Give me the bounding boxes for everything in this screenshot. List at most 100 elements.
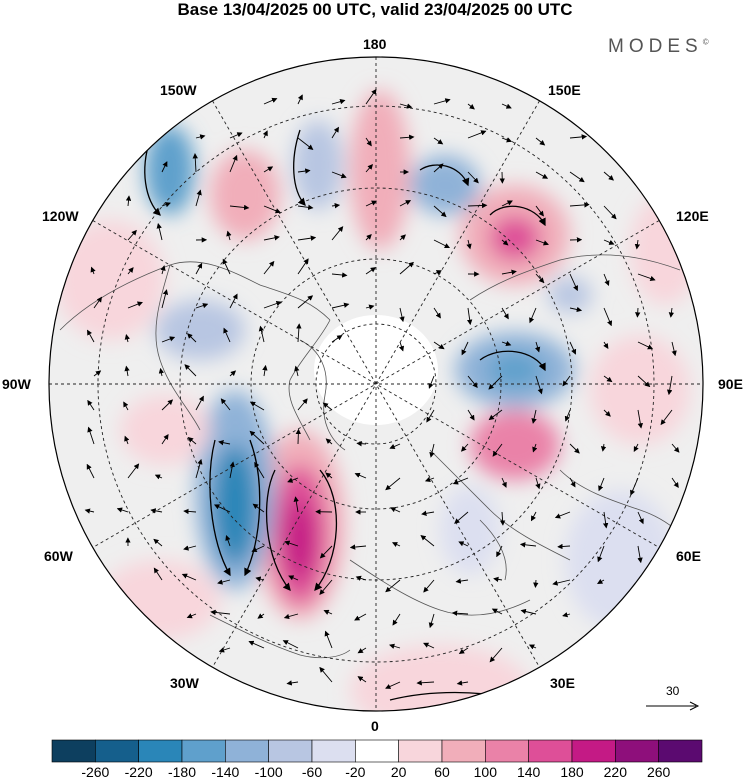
colorbar-tick-label: -20: [345, 764, 366, 780]
wind-arrow: [532, 443, 538, 453]
wind-arrow: [569, 202, 590, 208]
lon-label-60e: 60E: [676, 548, 701, 564]
wind-arrow: [288, 575, 299, 581]
streamline: [209, 439, 231, 577]
wind-arrow: [501, 307, 509, 320]
wind-arrow: [127, 463, 140, 479]
wind-arrow: [598, 477, 605, 492]
colorbar-tick-label: -220: [124, 764, 153, 780]
wind-arrow: [466, 239, 472, 250]
wind-arrow: [488, 409, 503, 421]
colorbar-tick-label: -60: [301, 764, 323, 780]
colorbar-tick-label: 140: [516, 764, 541, 780]
lon-label-120w: 120W: [42, 208, 79, 224]
wind-arrow: [365, 234, 372, 241]
wind-arrow: [399, 261, 414, 275]
wind-arrow: [263, 166, 274, 173]
wind-arrow: [467, 202, 488, 209]
wind-arrow: [399, 307, 405, 323]
wind-arrow: [286, 680, 299, 686]
wind-arrow: [421, 510, 435, 516]
wind-arrow: [399, 103, 413, 109]
colorbar-swatch: [181, 739, 226, 763]
colorbar-tick-label: -180: [167, 764, 197, 780]
wind-arrow: [297, 137, 314, 150]
wind-arrow: [433, 270, 442, 276]
wind-arrow: [389, 643, 401, 649]
wind-arrow: [569, 273, 578, 292]
wind-arrow: [488, 375, 503, 390]
polar-map: [48, 56, 704, 712]
colorbar-tick-label: 180: [560, 764, 584, 780]
wind-arrow: [87, 329, 95, 343]
wind-arrow: [282, 640, 299, 649]
wind-arrow: [519, 542, 537, 548]
wind-arrow: [460, 443, 469, 452]
wind-arrow: [248, 640, 265, 649]
wind-arrow: [93, 370, 102, 377]
wind-arrow: [637, 375, 651, 388]
wind-arrow: [535, 137, 546, 146]
wind-arrow: [637, 409, 643, 429]
wind-arrow: [451, 610, 469, 616]
wind-arrow: [557, 543, 571, 550]
wind-arrow: [467, 103, 475, 110]
wind-arrow: [220, 398, 231, 411]
wind-arrow: [433, 239, 451, 249]
wind-arrow: [467, 171, 479, 184]
wind-arrow: [392, 613, 401, 626]
wind-arrow: [184, 364, 197, 377]
wind-arrow: [284, 540, 299, 547]
wind-arrow: [668, 307, 675, 318]
wind-arrow: [535, 205, 544, 217]
wind-arrow: [535, 375, 543, 395]
wind-arrow: [283, 613, 299, 620]
wind-arrow: [365, 200, 378, 207]
colorbar-tick-label: 100: [473, 764, 498, 780]
colorbar-tick-label: -260: [81, 764, 110, 780]
map-boundary: [48, 56, 704, 712]
wind-arrow: [331, 99, 346, 105]
colorbar-swatch: [268, 739, 313, 763]
wind-arrow: [93, 296, 103, 309]
lon-label-30e: 30E: [550, 675, 575, 691]
wind-arrow: [331, 126, 339, 139]
wind-arrow: [433, 98, 451, 105]
wind-arrow: [297, 295, 314, 309]
wind-arrow: [257, 613, 265, 619]
colorbar-swatch: [355, 739, 399, 763]
wind-arrow: [229, 132, 243, 139]
wind-arrow: [365, 164, 373, 173]
colorbar-swatch: [485, 739, 529, 763]
wind-arrow: [195, 262, 203, 275]
wind-arrow: [501, 137, 513, 143]
wind-arrow: [552, 579, 571, 586]
colorbar-swatch: [571, 739, 616, 763]
wind-arrow: [365, 88, 377, 105]
wind-arrow: [426, 409, 435, 423]
wind-arrow: [428, 375, 435, 389]
wind-arrow: [192, 153, 198, 173]
streamline: [244, 439, 261, 577]
wind-arrow: [181, 573, 197, 581]
wind-arrow: [319, 545, 333, 559]
wind-arrow: [399, 234, 406, 241]
wind-arrow: [218, 440, 231, 446]
wind-arrow: [562, 612, 571, 618]
wind-arrow: [365, 137, 372, 147]
wind-arrow: [229, 293, 238, 309]
wind-arrow: [634, 239, 641, 250]
wind-arrow: [433, 205, 447, 218]
wind-arrow: [84, 508, 95, 514]
wind-arrow: [602, 511, 609, 529]
wind-arrow: [467, 130, 487, 139]
wind-arrow: [416, 680, 435, 686]
wind-arrow: [420, 535, 435, 547]
wind-arrow: [489, 647, 503, 663]
wind-arrow: [535, 239, 549, 246]
wind-arrow: [398, 341, 405, 352]
wind-arrow: [323, 609, 333, 615]
wind-arrow: [186, 613, 197, 619]
wind-arrow: [660, 409, 673, 426]
wind-arrow: [161, 289, 169, 309]
